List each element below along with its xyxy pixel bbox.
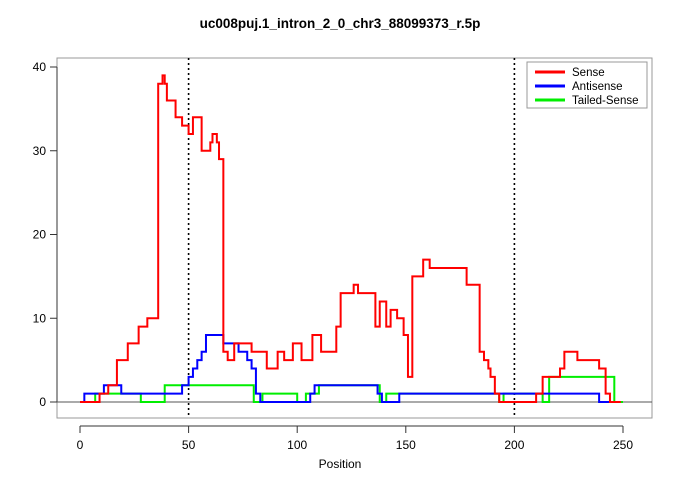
y-tick-label: 0 <box>39 395 46 409</box>
x-tick-label: 100 <box>287 438 307 452</box>
legend-label: Sense <box>572 67 605 79</box>
x-tick-label: 150 <box>396 438 416 452</box>
legend: Sense Antisense Tailed-Sense <box>526 61 648 109</box>
x-tick-label: 0 <box>77 438 84 452</box>
plot-frame <box>56 57 653 419</box>
legend-label: Tailed-Sense <box>572 95 638 107</box>
y-tick-label: 30 <box>33 144 47 158</box>
legend-label: Antisense <box>572 81 623 93</box>
y-tick-label: 20 <box>33 228 47 242</box>
series-line-tailed-sense <box>80 375 623 403</box>
x-tick-label: 250 <box>613 438 633 452</box>
x-tick-label: 200 <box>504 438 524 452</box>
x-axis-label: Position <box>318 457 362 471</box>
series-line-sense <box>80 74 621 403</box>
x-tick-label: 50 <box>182 438 196 452</box>
y-tick-label: 10 <box>33 311 47 325</box>
series-line-antisense <box>80 334 619 403</box>
chart-title: uc008puj.1_intron_2_0_chr3_88099373_r.5p <box>199 16 481 31</box>
x-axis: 0 50 100 150 200 250 <box>77 425 633 452</box>
y-axis: 0 10 20 30 40 <box>33 60 58 409</box>
y-tick-label: 40 <box>33 60 47 74</box>
